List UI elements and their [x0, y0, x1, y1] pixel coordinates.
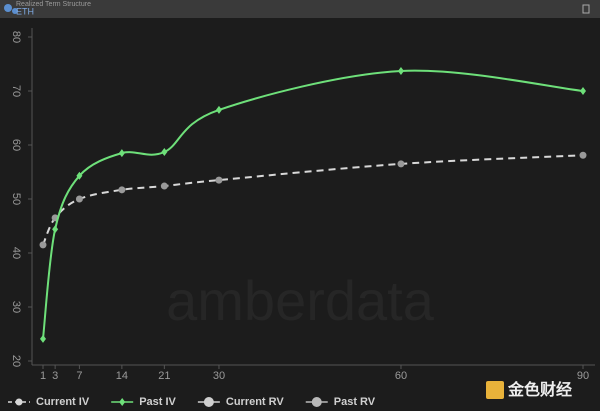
x-tick-label: 7 — [76, 370, 82, 382]
header-bar — [0, 0, 600, 18]
legend-marker — [15, 398, 23, 406]
marker — [397, 160, 405, 168]
marker — [580, 87, 586, 95]
marker — [161, 148, 168, 157]
header-asset: ETH — [16, 6, 34, 16]
badge-icon — [486, 381, 504, 399]
x-tick-label: 90 — [577, 370, 589, 382]
marker — [39, 241, 47, 249]
y-tick-label: 50 — [10, 193, 22, 205]
y-tick-label: 20 — [10, 355, 22, 367]
marker — [160, 182, 168, 190]
x-tick-label: 21 — [158, 370, 170, 382]
app-icon — [12, 8, 18, 14]
watermark: amberdata — [166, 269, 435, 332]
marker — [52, 225, 59, 234]
marker — [75, 195, 83, 203]
x-tick-label: 14 — [116, 370, 128, 382]
header-title: Realized Term Structure — [16, 1, 91, 8]
x-tick-label: 60 — [395, 370, 407, 382]
marker — [397, 67, 404, 76]
marker — [40, 334, 46, 343]
legend-label: Current IV — [36, 396, 90, 408]
series-line — [42, 154, 584, 246]
app-icon — [4, 4, 12, 12]
marker — [579, 151, 587, 159]
y-tick-label: 60 — [10, 139, 22, 151]
x-tick-label: 30 — [213, 370, 225, 382]
marker — [118, 186, 126, 194]
y-tick-label: 30 — [10, 301, 22, 313]
marker — [215, 176, 223, 184]
legend-label: Current RV — [226, 396, 285, 408]
x-tick-label: 3 — [52, 370, 58, 382]
badge-text: 金色财经 — [507, 380, 572, 399]
legend-marker — [203, 397, 214, 407]
legend-marker — [311, 397, 322, 407]
bookmark-icon[interactable] — [582, 4, 590, 14]
y-tick-label: 40 — [10, 247, 22, 259]
y-tick-label: 70 — [10, 85, 22, 97]
marker — [118, 149, 125, 158]
x-tick-label: 1 — [40, 370, 46, 382]
legend-label: Past RV — [334, 396, 376, 408]
legend-label: Past IV — [139, 396, 176, 408]
y-tick-label: 80 — [10, 31, 22, 43]
marker — [215, 105, 222, 114]
legend-marker — [119, 398, 126, 406]
marker — [76, 171, 83, 180]
